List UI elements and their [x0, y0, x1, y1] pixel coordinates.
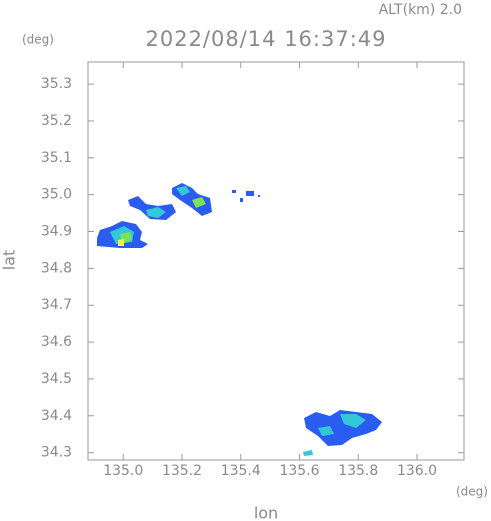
x-tick-label: 135.6: [279, 463, 319, 479]
y-tick-label: 34.6: [41, 334, 72, 350]
y-tick-label: 35.3: [41, 76, 72, 92]
y-tick-label: 34.7: [41, 297, 72, 313]
echoes: [97, 183, 382, 456]
y-tick-label: 34.4: [41, 408, 72, 424]
x-unit: (deg): [456, 485, 488, 499]
x-tick-label: 135.4: [221, 463, 261, 479]
echo: [303, 450, 313, 456]
echo: [318, 426, 334, 436]
x-tick-label: 135.8: [338, 463, 378, 479]
x-tick-label: 135.2: [162, 463, 202, 479]
y-tick-label: 35.2: [41, 113, 72, 129]
plot-frame: [87, 61, 465, 461]
echo: [232, 190, 236, 193]
altitude-label: ALT(km) 2.0: [379, 2, 462, 18]
y-tick-label: 35.0: [41, 187, 72, 203]
y-axis-label: lat: [0, 250, 19, 271]
x-tick-label: 135.0: [103, 463, 143, 479]
y-tick-label: 35.1: [41, 150, 72, 166]
y-tick-label: 34.9: [41, 224, 72, 240]
echo: [258, 195, 260, 197]
y-tick-label: 34.5: [41, 371, 72, 387]
x-tick-label: 136.0: [397, 463, 437, 479]
echo: [240, 198, 243, 202]
y-unit: (deg): [22, 33, 54, 47]
y-tick-label: 34.8: [41, 260, 72, 276]
echo: [146, 207, 166, 218]
echo: [128, 196, 176, 220]
y-tick-label: 34.3: [41, 445, 72, 461]
echo: [118, 239, 124, 246]
x-axis-label: lon: [254, 504, 278, 521]
echo: [176, 186, 190, 196]
chart-title: 2022/08/14 16:37:49: [145, 27, 386, 51]
echo: [246, 191, 254, 196]
echo: [340, 414, 366, 428]
echo: [192, 197, 206, 208]
